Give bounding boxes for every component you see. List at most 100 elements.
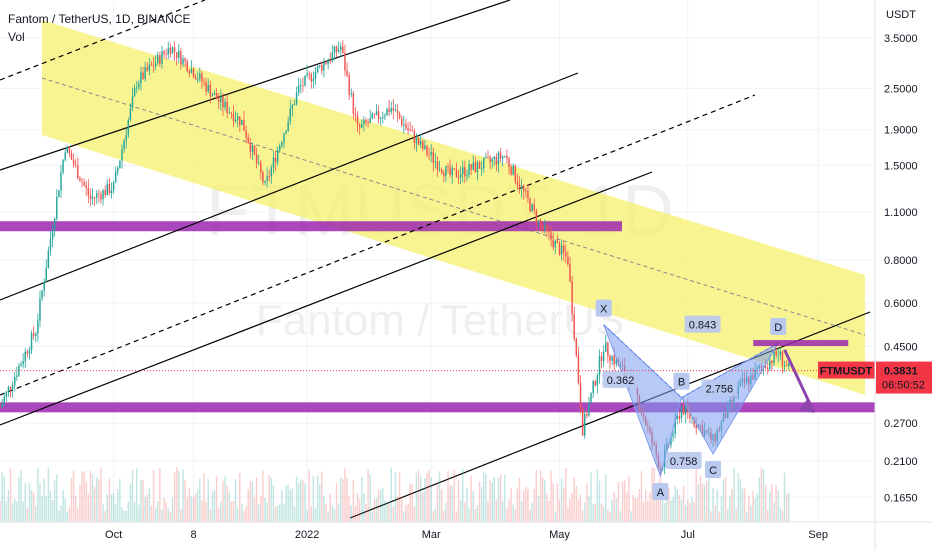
candle-body: [323, 62, 325, 71]
candle-body: [131, 96, 134, 108]
volume-bar: [783, 472, 786, 522]
volume-bar: [750, 505, 752, 522]
time-tick-label: May: [549, 529, 570, 541]
candle-body: [689, 411, 691, 418]
candle-body: [310, 74, 313, 82]
candle-body: [678, 415, 681, 419]
volume-bar: [743, 488, 746, 522]
volume-bar: [514, 509, 517, 522]
support-resistance-zone: [0, 402, 875, 413]
candle-body: [228, 112, 231, 114]
candle-body: [85, 185, 87, 188]
volume-bar: [323, 496, 325, 522]
candle-body: [264, 180, 266, 183]
volume-bar: [487, 501, 489, 522]
volume-bar: [417, 470, 420, 522]
volume-bar: [630, 511, 632, 522]
candle-body: [129, 107, 132, 120]
volume-bar: [93, 487, 96, 522]
candle-body: [367, 122, 369, 124]
volume-bar: [22, 501, 24, 522]
volume-bar: [558, 499, 561, 522]
volume-bar: [186, 497, 188, 522]
candle-body: [3, 397, 5, 404]
volume-bar: [335, 483, 338, 522]
candle-body: [51, 230, 54, 240]
candle-body: [361, 124, 363, 128]
volume-bar: [79, 484, 81, 522]
volume-bar: [190, 496, 193, 522]
price-tick-label: 0.6000: [884, 298, 918, 310]
volume-bar: [188, 488, 191, 522]
candle-body: [523, 186, 525, 191]
volume-bar: [775, 485, 777, 522]
pattern-point-box: [673, 372, 690, 390]
volume-bar: [247, 489, 249, 522]
volume-bar: [125, 510, 127, 522]
symbol-tag: [818, 361, 875, 379]
trend-line: [349, 311, 871, 519]
candle-body: [266, 176, 268, 181]
candle-body: [28, 350, 31, 354]
volume-bar: [729, 495, 731, 522]
volume-bar: [157, 501, 159, 522]
volume-bar: [150, 505, 153, 522]
trend-line: [0, 94, 756, 396]
candle-body: [72, 159, 75, 165]
volume-bar: [720, 496, 723, 522]
volume-bar: [640, 471, 643, 522]
candle-body: [222, 96, 224, 108]
candle-body: [415, 137, 418, 144]
volume-bar: [110, 494, 113, 522]
volume-bar: [684, 505, 687, 522]
volume-bar: [577, 499, 580, 522]
candle-body: [316, 66, 319, 73]
candle-body: [91, 197, 94, 199]
candle-body: [510, 166, 512, 175]
candle-body: [670, 436, 672, 446]
price-tick-label: 1.5000: [884, 160, 918, 172]
candle-body: [0, 407, 1, 409]
candle-body: [144, 67, 146, 79]
volume-bar: [470, 475, 472, 522]
volume-bar: [386, 502, 388, 522]
candle-body: [192, 68, 195, 78]
channel-band: [42, 20, 865, 395]
candle-body: [186, 61, 188, 72]
volume-bar: [129, 483, 132, 522]
pattern-point-d: D: [774, 322, 782, 334]
trend-line: [0, 72, 579, 301]
candle-body: [245, 130, 247, 138]
volume-bar: [619, 511, 622, 522]
volume-bar: [163, 498, 165, 522]
candle-body: [573, 313, 575, 339]
candle-body: [169, 47, 172, 54]
candle-body: [133, 87, 136, 97]
candle-body: [110, 190, 113, 194]
candle-body: [83, 182, 85, 186]
volume-bar: [112, 493, 115, 522]
volume-bar: [226, 485, 228, 522]
volume-bar: [701, 483, 704, 522]
candle-body: [203, 81, 205, 83]
ratio-box: [684, 315, 721, 333]
volume-bar: [7, 490, 10, 522]
volume-bar: [272, 485, 275, 522]
watermark-name: Fantom / TetherUS: [256, 296, 624, 345]
volume-bar: [489, 479, 491, 522]
candle-body: [251, 145, 254, 152]
volume-bar: [434, 508, 437, 522]
candle-body: [419, 141, 422, 145]
candle-body: [382, 116, 384, 118]
candle-body: [607, 342, 609, 357]
volume-bar: [724, 477, 727, 522]
candle-body: [695, 425, 697, 429]
candle-body: [495, 156, 498, 165]
candle-body: [342, 46, 344, 54]
candle-body: [375, 111, 378, 115]
volume-bar: [207, 479, 209, 522]
volume-bar: [613, 491, 615, 522]
volume-bar: [114, 504, 117, 522]
candle-body: [363, 119, 365, 125]
